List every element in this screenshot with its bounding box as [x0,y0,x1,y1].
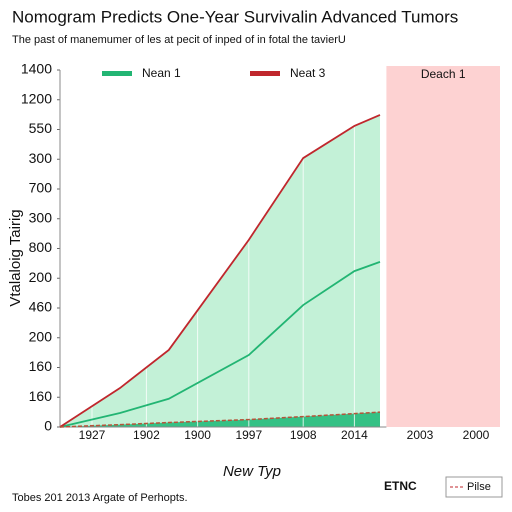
key-box [445,476,503,498]
chart-subtitle: The past of manemumer of les at pecit of… [12,34,346,46]
x-tick-label: 1900 [184,428,211,442]
line [59,114,381,428]
x-tick-label: 1997 [235,428,262,442]
y-tick-label: 300 [29,209,53,225]
legend-label: Nean 1 [142,66,181,80]
y-tick-label: 550 [29,120,53,136]
area [60,412,380,427]
y-tick-label: 1200 [21,90,52,106]
x-tick-label: 2003 [407,428,434,442]
x-axis-label: New Typ [223,463,281,480]
legend-swatch [250,71,280,76]
y-tick-label: 800 [29,239,53,255]
x-tick-label: 1908 [290,428,317,442]
y-tick-label: 1400 [21,61,52,77]
y-tick-label: 460 [29,299,53,315]
line [59,261,381,428]
y-tick-label: 300 [29,150,53,166]
x-tick-label: 1902 [133,428,160,442]
highlight-band [386,66,500,427]
y-tick-label: 200 [29,328,53,344]
legend-label: Neat 3 [290,66,326,80]
highlight-label: Deach 1 [421,67,466,81]
line [59,411,381,428]
y-tick-label: 200 [29,269,53,285]
logo: ETNC [384,479,417,493]
y-tick-label: 0 [44,418,52,434]
x-tick-label: 2000 [463,428,490,442]
y-axis-label: Vtalaloig Tairig [7,209,24,306]
y-tick-label: 160 [29,358,53,374]
y-tick-label: 700 [29,180,53,196]
area [60,114,380,428]
x-tick-label: 1927 [79,428,106,442]
legend-swatch [102,71,132,76]
x-tick-label: 2014 [341,428,368,442]
chart-title: Nomogram Predicts One-Year Survivalin Ad… [12,7,458,26]
footer: Tobes 201 2013 Argate of Perhopts. [12,492,188,504]
y-tick-label: 160 [29,388,53,404]
key-label: Pilse [467,481,491,493]
